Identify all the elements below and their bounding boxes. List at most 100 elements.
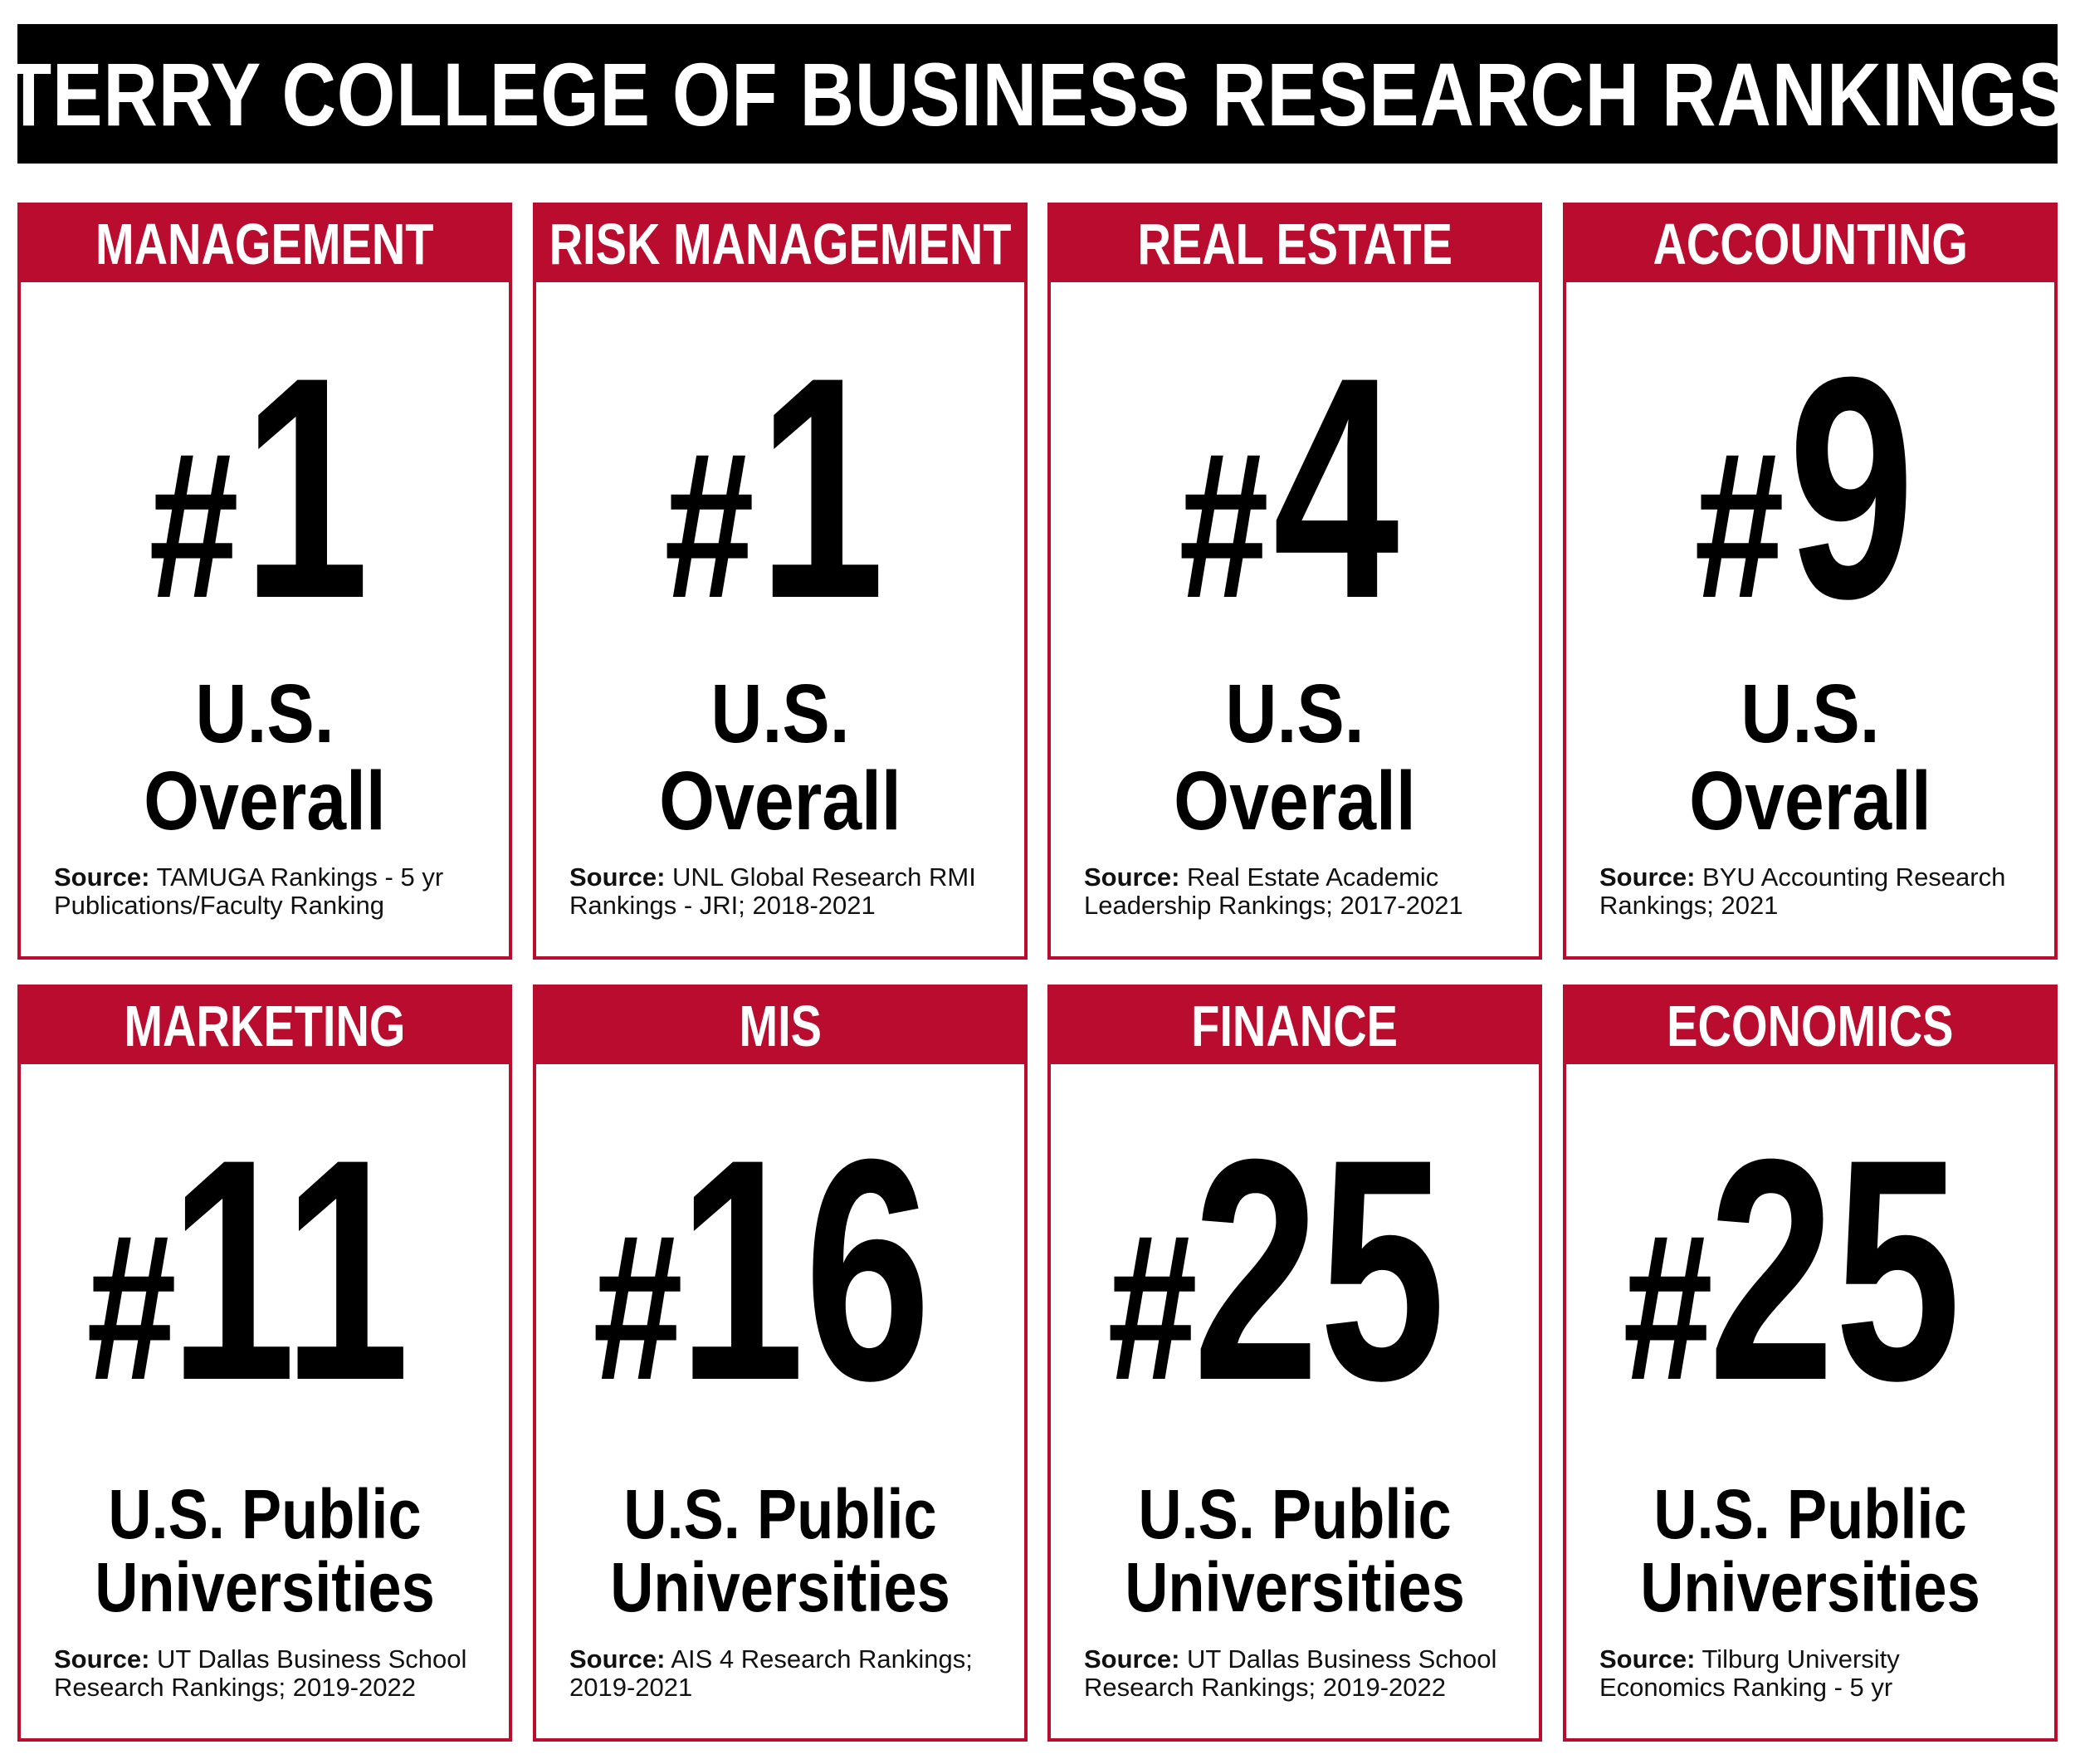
rank-scope: U.S. Public Universities xyxy=(1566,1475,2054,1627)
card-header: MANAGEMENT xyxy=(21,206,509,282)
card-field-title: ACCOUNTING xyxy=(1653,212,1968,276)
rank-scope: U.S. Public Universities xyxy=(1051,1475,1539,1627)
source-line1: UT Dallas Business School xyxy=(157,1644,467,1674)
source-line2: Research Rankings; 2019-2022 xyxy=(1084,1673,1446,1703)
card-header: RISK MANAGEMENT xyxy=(536,206,1024,282)
source-line2: Research Rankings; 2019-2022 xyxy=(54,1673,416,1703)
rank-number: 4 xyxy=(1272,311,1399,664)
card-header: ACCOUNTING xyxy=(1566,206,2054,282)
title-banner: TERRY COLLEGE OF BUSINESS RESEARCH RANKI… xyxy=(6,24,2068,164)
ranking-card-marketing: MARKETING #11 U.S. Public Universities S… xyxy=(17,985,512,1742)
source-line1: UNL Global Research RMI xyxy=(672,862,976,892)
rank-symbol: # xyxy=(593,1191,683,1423)
source-note: Source: AIS 4 Research Rankings; 2019-20… xyxy=(569,1644,1008,1703)
card-header: MARKETING xyxy=(21,988,509,1064)
rank-scope: U.S. Overall xyxy=(1566,671,2054,845)
rank-scope-line2: Universities xyxy=(610,1548,950,1627)
source-prefix: Source: xyxy=(1599,1644,1696,1674)
source-line1: AIS 4 Research Rankings; xyxy=(671,1644,973,1674)
ranking-card-accounting: ACCOUNTING #9 U.S. Overall Source: BYU A… xyxy=(1563,203,2058,960)
rank-scope-line2: Universities xyxy=(1640,1548,1980,1627)
rank-value: #25 xyxy=(1051,1112,1539,1428)
rank-number: 25 xyxy=(1708,1093,1961,1446)
rank-scope-line1: U.S. Public xyxy=(1138,1475,1452,1553)
rank-scope-line2: Universities xyxy=(1125,1548,1465,1627)
ranking-card-management: MANAGEMENT #1 U.S. Overall Source: TAMUG… xyxy=(17,203,512,960)
rank-scope: U.S. Public Universities xyxy=(21,1475,509,1627)
rank-scope: U.S. Overall xyxy=(21,671,509,845)
source-line2: Leadership Rankings; 2017-2021 xyxy=(1084,891,1463,921)
rank-scope-line1: U.S. Public xyxy=(108,1475,422,1553)
rank-scope-line1: U.S. Public xyxy=(1653,1475,1967,1553)
source-line1: Tilburg University xyxy=(1702,1644,1900,1674)
rank-scope: U.S. Overall xyxy=(1051,671,1539,845)
rank-symbol: # xyxy=(1694,409,1784,641)
source-prefix: Source: xyxy=(569,862,666,892)
card-header: REAL ESTATE xyxy=(1051,206,1539,282)
source-line2: Economics Ranking - 5 yr xyxy=(1599,1673,1893,1703)
rank-value: #1 xyxy=(21,330,509,646)
source-line2: 2019-2021 xyxy=(569,1673,693,1703)
rank-number: 9 xyxy=(1788,311,1915,664)
rank-scope-line1: U.S. xyxy=(710,667,850,760)
page-title: TERRY COLLEGE OF BUSINESS RESEARCH RANKI… xyxy=(6,43,2069,144)
rank-value: #25 xyxy=(1566,1112,2054,1428)
card-field-title: MANAGEMENT xyxy=(95,212,434,276)
source-prefix: Source: xyxy=(54,1644,150,1674)
rank-value: #11 xyxy=(21,1112,509,1428)
rank-number: 1 xyxy=(758,311,885,664)
source-prefix: Source: xyxy=(54,862,150,892)
card-header: MIS xyxy=(536,988,1024,1064)
rank-value: #1 xyxy=(536,330,1024,646)
rank-scope-line1: U.S. Public xyxy=(623,1475,937,1553)
source-line2: Rankings - JRI; 2018-2021 xyxy=(569,891,876,921)
source-note: Source: Real Estate Academic Leadership … xyxy=(1084,862,1522,921)
source-line2: Publications/Faculty Ranking xyxy=(54,891,385,921)
card-field-title: RISK MANAGEMENT xyxy=(549,212,1012,276)
card-field-title: FINANCE xyxy=(1191,994,1399,1058)
rank-number: 1 xyxy=(242,311,369,664)
card-header: FINANCE xyxy=(1051,988,1539,1064)
card-header: ECONOMICS xyxy=(1566,988,2054,1064)
ranking-card-risk-management: RISK MANAGEMENT #1 U.S. Overall Source: … xyxy=(533,203,1028,960)
ranking-card-mis: MIS #16 U.S. Public Universities Source:… xyxy=(533,985,1028,1742)
rank-scope-line1: U.S. xyxy=(1741,667,1880,760)
ranking-card-economics: ECONOMICS #25 U.S. Public Universities S… xyxy=(1563,985,2058,1742)
ranking-card-real-estate: REAL ESTATE #4 U.S. Overall Source: Real… xyxy=(1047,203,1542,960)
rank-symbol: # xyxy=(1107,1191,1198,1423)
rank-scope-line2: Overall xyxy=(659,755,901,848)
card-field-title: MIS xyxy=(739,994,822,1058)
source-note: Source: Tilburg University Economics Ran… xyxy=(1599,1644,2038,1703)
rank-scope: U.S. Overall xyxy=(536,671,1024,845)
source-note: Source: BYU Accounting Research Rankings… xyxy=(1599,862,2038,921)
rank-symbol: # xyxy=(1179,409,1269,641)
source-line1: UT Dallas Business School xyxy=(1187,1644,1497,1674)
source-note: Source: UT Dallas Business School Resear… xyxy=(1084,1644,1522,1703)
rank-scope-line2: Overall xyxy=(1174,755,1416,848)
source-line2: Rankings; 2021 xyxy=(1599,891,1779,921)
rank-scope: U.S. Public Universities xyxy=(536,1475,1024,1627)
ranking-card-finance: FINANCE #25 U.S. Public Universities Sou… xyxy=(1047,985,1542,1742)
rank-symbol: # xyxy=(664,409,754,641)
source-line1: Real Estate Academic xyxy=(1187,862,1439,892)
rank-symbol: # xyxy=(149,409,239,641)
rank-number: 25 xyxy=(1193,1093,1446,1446)
rank-scope-line2: Overall xyxy=(144,755,386,848)
source-note: Source: UT Dallas Business School Resear… xyxy=(54,1644,492,1703)
source-prefix: Source: xyxy=(1084,1644,1180,1674)
rank-value: #4 xyxy=(1051,330,1539,646)
source-note: Source: UNL Global Research RMI Rankings… xyxy=(569,862,1008,921)
source-prefix: Source: xyxy=(569,1644,666,1674)
card-field-title: MARKETING xyxy=(124,994,406,1058)
rank-value: #16 xyxy=(536,1112,1024,1428)
card-field-title: ECONOMICS xyxy=(1667,994,1954,1058)
rank-scope-line2: Universities xyxy=(95,1548,435,1627)
source-line1: BYU Accounting Research xyxy=(1702,862,2006,892)
source-prefix: Source: xyxy=(1599,862,1696,892)
rank-scope-line2: Overall xyxy=(1689,755,1931,848)
source-line1: TAMUGA Rankings - 5 yr xyxy=(156,862,444,892)
source-prefix: Source: xyxy=(1084,862,1180,892)
card-field-title: REAL ESTATE xyxy=(1137,212,1452,276)
rank-symbol: # xyxy=(1623,1191,1713,1423)
source-note: Source: TAMUGA Rankings - 5 yr Publicati… xyxy=(54,862,492,921)
